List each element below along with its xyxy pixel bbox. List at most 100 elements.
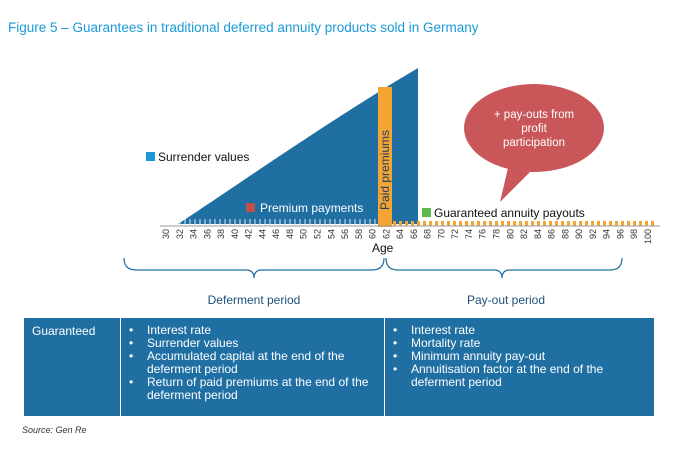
- payout-dash: [531, 221, 534, 226]
- payout-dash: [537, 221, 540, 226]
- payout-guarantees-cell: Interest rate Mortality rate Minimum ann…: [385, 318, 654, 416]
- surrender-values-label: Surrender values: [158, 150, 249, 164]
- age-tick-label: 76: [478, 229, 488, 239]
- paid-premiums-label: Paid premiums: [378, 130, 392, 210]
- source-note: Source: Gen Re: [22, 425, 87, 435]
- payout-dash: [393, 221, 396, 226]
- bubble-text-line1: + pay-outs from: [494, 109, 574, 121]
- age-tick-label: 84: [533, 229, 543, 239]
- payout-dash: [525, 221, 528, 226]
- list-item: Interest rate: [125, 324, 378, 338]
- payout-dash: [513, 221, 516, 226]
- bubble-text-line2: profit: [521, 123, 547, 135]
- paid-premiums-bar: [378, 87, 392, 227]
- age-tick-label: 78: [492, 229, 502, 239]
- age-tick-label: 80: [505, 229, 515, 239]
- payout-dash: [507, 221, 510, 226]
- age-tick-label: 68: [423, 229, 433, 239]
- age-tick-label: 100: [643, 229, 653, 244]
- payout-dash: [585, 221, 588, 226]
- payout-dash: [597, 221, 600, 226]
- bubble-text-line3: participation: [503, 137, 565, 149]
- payout-dash: [645, 221, 648, 226]
- payout-dash: [477, 221, 480, 226]
- age-tick-label: 38: [216, 229, 226, 239]
- surrender-values-swatch: [146, 152, 155, 161]
- annuity-diagram: Paid premiums Surrender values Premium p…: [123, 68, 660, 307]
- guarantees-table: Guaranteed Interest rate Surrender value…: [24, 318, 654, 416]
- payout-dash: [633, 221, 636, 226]
- guaranteed-payouts-bar: [393, 221, 654, 226]
- surrender-values-area: [178, 68, 418, 224]
- list-item: Minimum annuity pay-out: [389, 350, 648, 364]
- age-tick-label: 74: [464, 229, 474, 239]
- payout-dash: [555, 221, 558, 226]
- age-tick-label: 86: [547, 229, 557, 239]
- age-ticks: 30 32 34 36 38 40 42 44 46 48 50 52 54 56 58 60 62 64 66 68…: [161, 229, 653, 244]
- payout-dash: [459, 221, 462, 226]
- age-tick-label: 70: [436, 229, 446, 239]
- list-item: Interest rate: [389, 324, 648, 338]
- age-tick-label: 66: [409, 229, 419, 239]
- payout-dash: [465, 221, 468, 226]
- deferment-guarantees-cell: Interest rate Surrender values Accumulat…: [121, 318, 385, 416]
- payout-dash: [453, 221, 456, 226]
- payout-dash: [429, 221, 432, 226]
- figure-title: Figure 5 – Guarantees in traditional def…: [8, 20, 479, 35]
- age-tick-label: 56: [340, 229, 350, 239]
- payout-dash: [483, 221, 486, 226]
- list-item: Surrender values: [125, 337, 378, 351]
- payout-dash: [561, 221, 564, 226]
- payout-dash: [609, 221, 612, 226]
- payout-dash: [435, 221, 438, 226]
- age-tick-label: 64: [395, 229, 405, 239]
- deferment-period-brace: [123, 257, 385, 279]
- payout-guarantees-list: Interest rate Mortality rate Minimum ann…: [385, 318, 654, 389]
- age-tick-label: 98: [629, 229, 639, 239]
- payout-dash: [627, 221, 630, 226]
- age-tick-label: 92: [588, 229, 598, 239]
- table-header-cell: Guaranteed: [24, 318, 121, 416]
- deferment-period-label: Deferment period: [208, 293, 301, 307]
- payout-dash: [639, 221, 642, 226]
- payout-dash: [615, 221, 618, 226]
- guaranteed-header: Guaranteed: [32, 324, 96, 338]
- payout-dash: [543, 221, 546, 226]
- payout-period-label: Pay-out period: [467, 293, 545, 307]
- age-tick-label: 36: [202, 229, 212, 239]
- payout-dash: [579, 221, 582, 226]
- guaranteed-payouts-label: Guaranteed annuity payouts: [434, 206, 585, 220]
- age-tick-label: 46: [271, 229, 281, 239]
- age-tick-label: 42: [244, 229, 254, 239]
- payout-dash: [411, 221, 414, 226]
- premium-payments-swatch: [246, 203, 255, 212]
- payout-dash: [501, 221, 504, 226]
- age-tick-label: 94: [602, 229, 612, 239]
- list-item: Accumulated capital at the end of the de…: [125, 350, 378, 376]
- payout-dash: [603, 221, 606, 226]
- age-tick-label: 40: [230, 229, 240, 239]
- premium-payments-stripes: [179, 219, 376, 226]
- payout-dash: [621, 221, 624, 226]
- age-tick-label: 52: [312, 229, 322, 239]
- age-tick-label: 58: [354, 229, 364, 239]
- payout-dash: [495, 221, 498, 226]
- payout-period-brace: [385, 257, 623, 279]
- age-tick-label: 96: [615, 229, 625, 239]
- age-tick-label: 32: [175, 229, 185, 239]
- payout-dash: [651, 221, 654, 226]
- age-tick-label: 60: [368, 229, 378, 239]
- premium-payments-label: Premium payments: [260, 201, 363, 215]
- age-tick-label: 82: [519, 229, 529, 239]
- list-item: Mortality rate: [389, 337, 648, 351]
- deferment-guarantees-list: Interest rate Surrender values Accumulat…: [121, 318, 384, 402]
- age-tick-label: 34: [189, 229, 199, 239]
- guaranteed-payouts-swatch: [422, 208, 431, 217]
- list-item: Return of paid premiums at the end of th…: [125, 376, 378, 402]
- profit-participation-bubble: + pay-outs from profit participation: [464, 84, 604, 202]
- payout-dash: [405, 221, 408, 226]
- age-tick-label: 48: [285, 229, 295, 239]
- age-tick-label: 50: [299, 229, 309, 239]
- age-tick-label: 88: [560, 229, 570, 239]
- age-tick-label: 72: [450, 229, 460, 239]
